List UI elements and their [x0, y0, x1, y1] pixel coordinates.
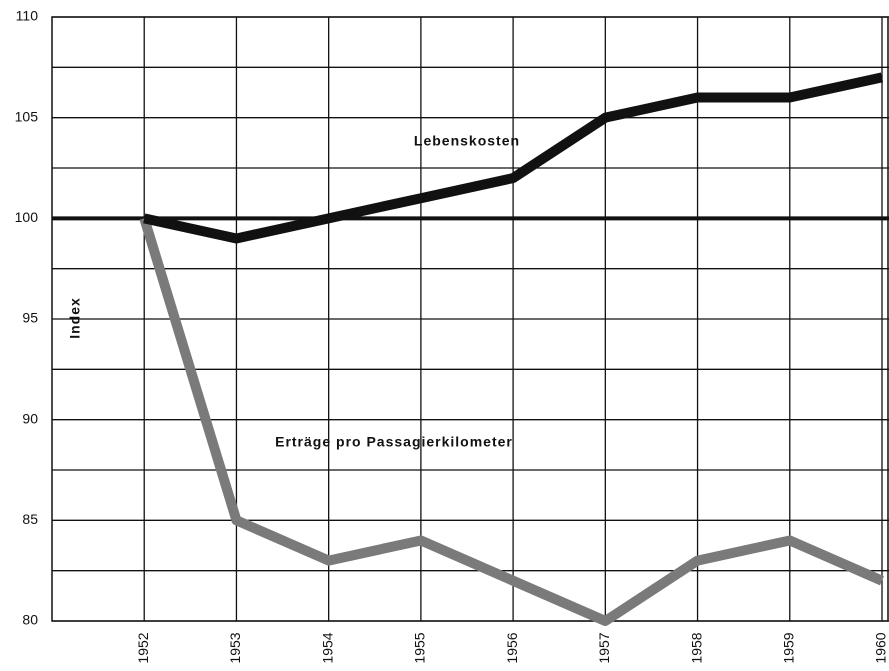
x-tick-label: 1955: [412, 632, 428, 663]
x-tick-label: 1956: [504, 632, 520, 663]
y-tick-label: 95: [22, 310, 38, 326]
x-tick-label: 1957: [596, 632, 612, 663]
y-axis-label: Index: [67, 297, 83, 339]
y-tick-label: 110: [16, 8, 39, 24]
x-tick-label: 1954: [319, 632, 335, 663]
x-tick-label: 1953: [227, 632, 243, 663]
x-tick-label: 1952: [135, 632, 151, 663]
y-tick-label: 80: [22, 612, 38, 628]
x-tick-label: 1959: [780, 632, 796, 663]
y-tick-label: 90: [22, 410, 38, 426]
y-tick-label: 105: [15, 108, 39, 124]
series-label: Erträge pro Passagierkilometer: [275, 434, 513, 450]
x-tick-label: 1960: [873, 632, 889, 663]
y-tick-label: 85: [22, 511, 38, 527]
series-line: [143, 72, 884, 244]
y-tick-label: 100: [15, 209, 39, 225]
x-tick-label: 1958: [688, 632, 704, 663]
series-line: [139, 216, 885, 626]
series-label: Lebenskosten: [414, 133, 520, 149]
